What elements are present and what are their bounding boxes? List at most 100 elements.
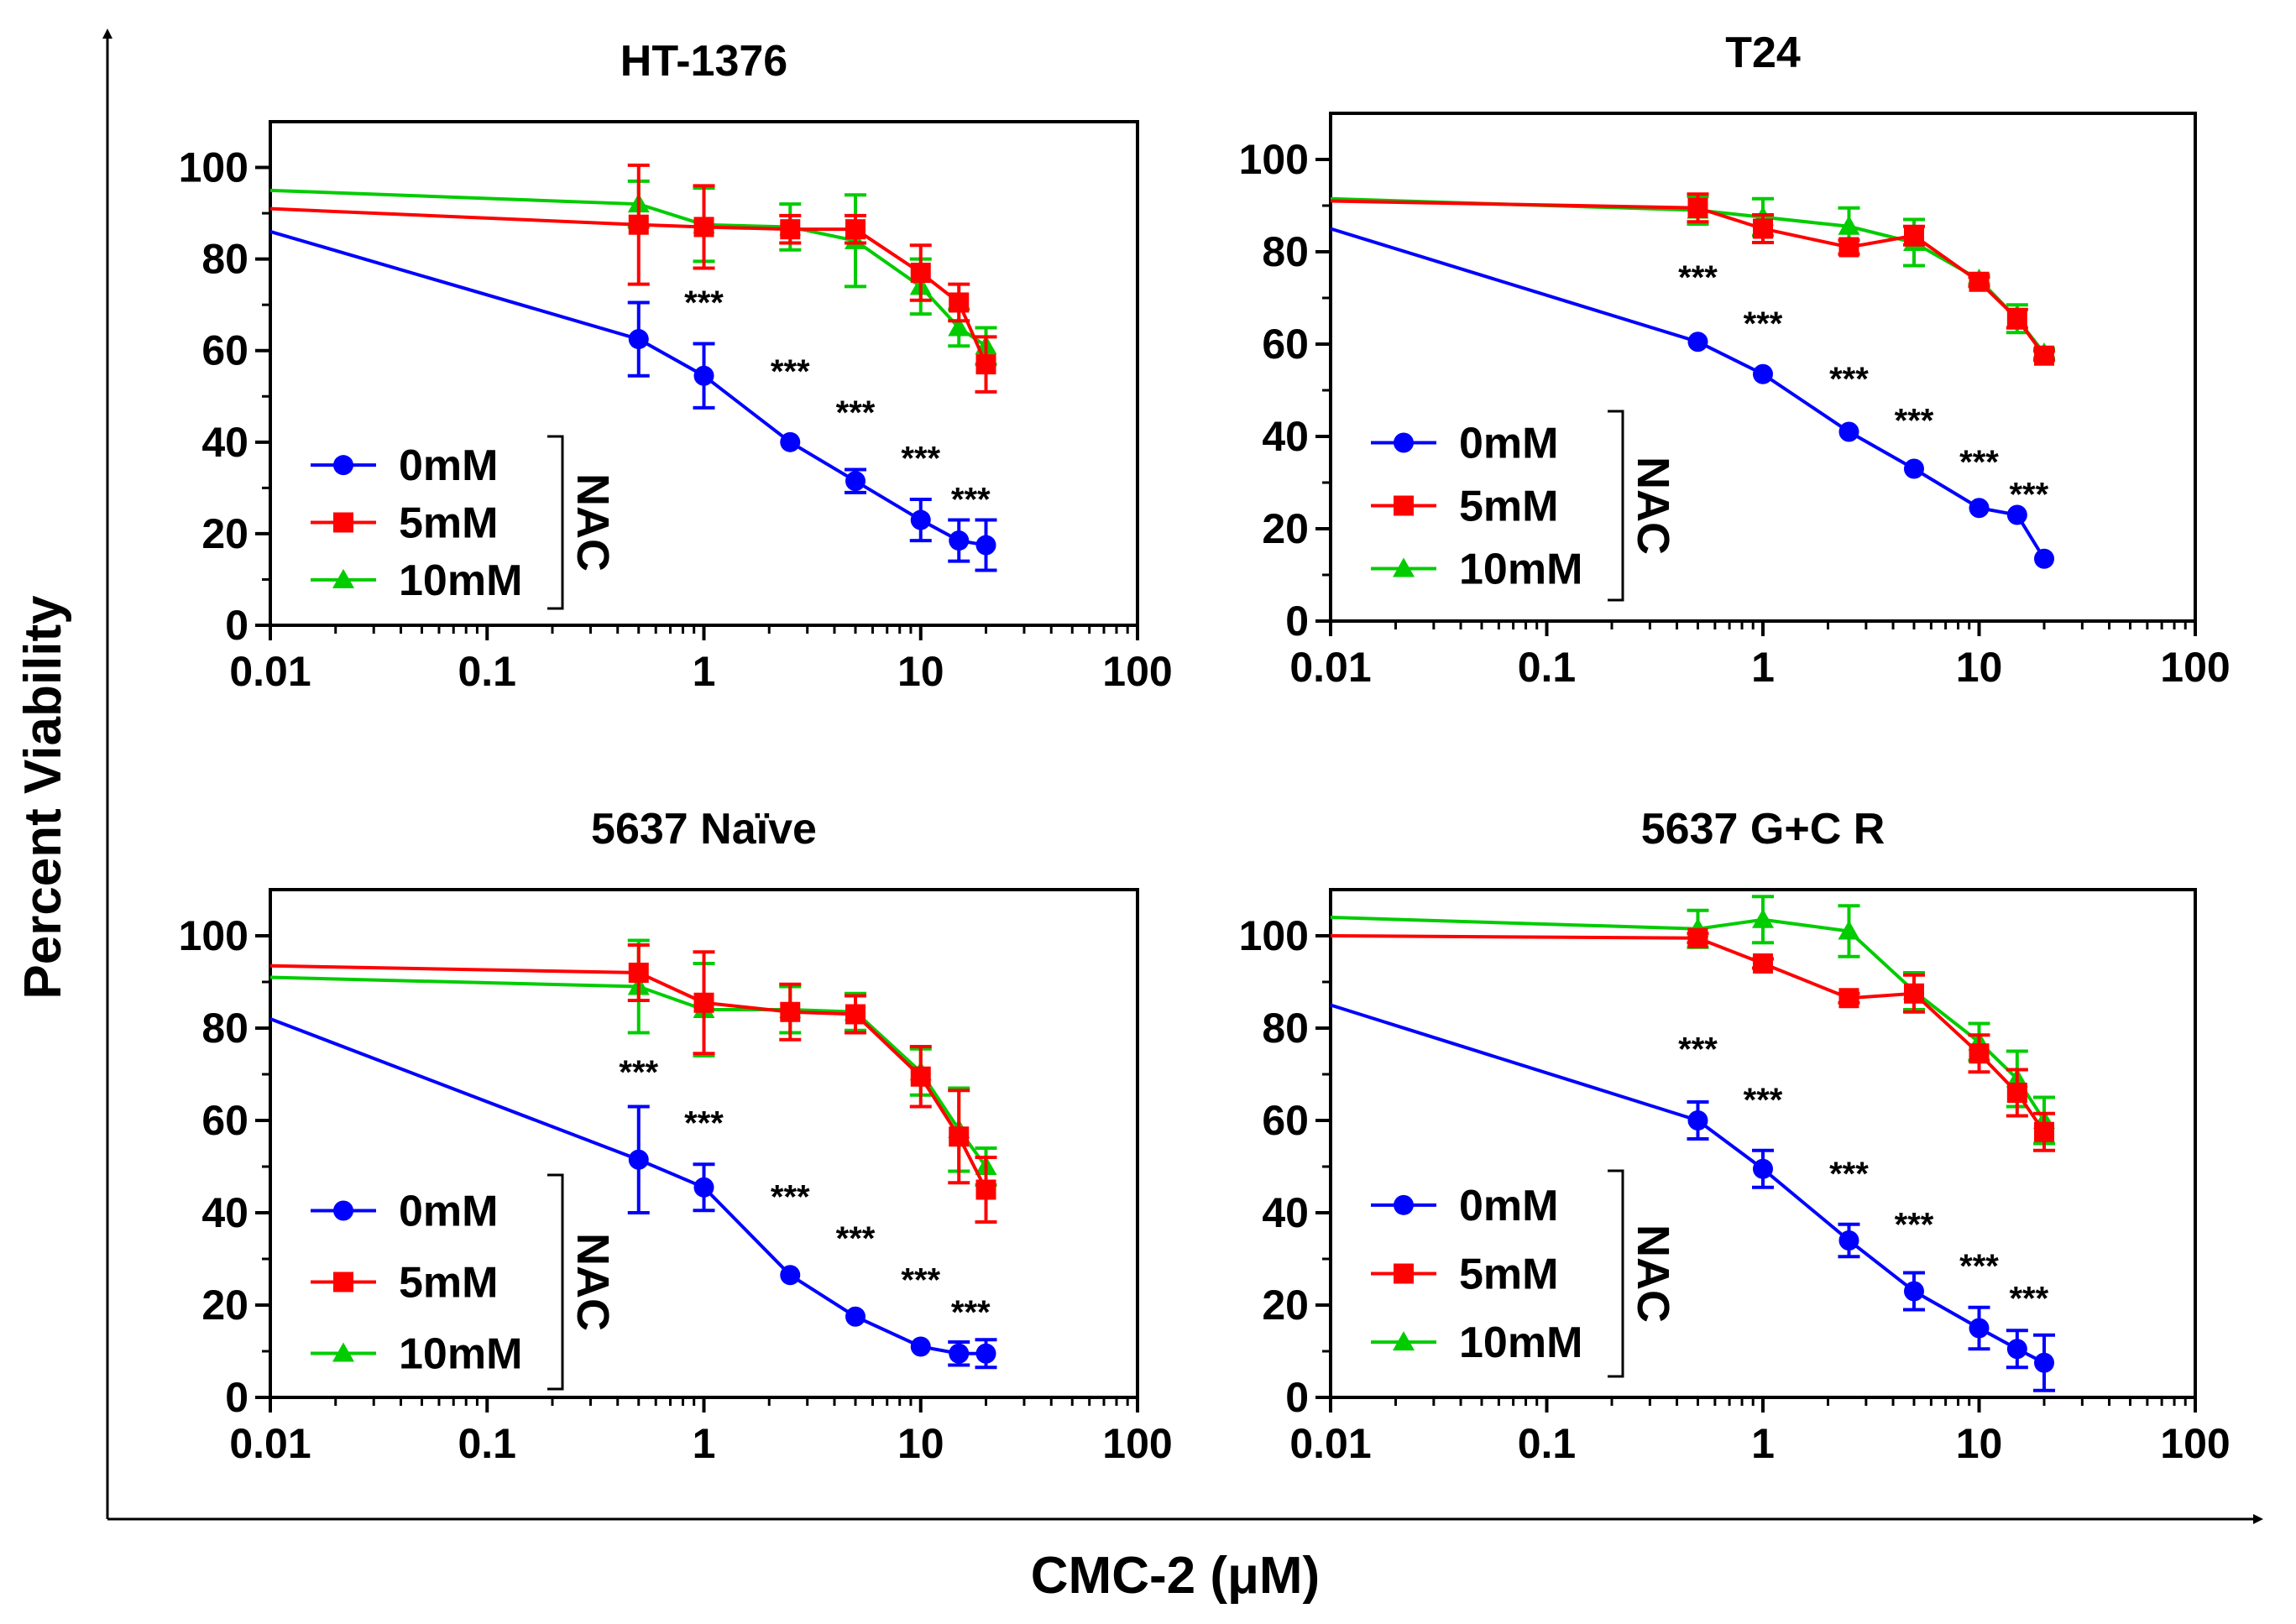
data-point <box>1838 237 1859 258</box>
y-tick-label: 80 <box>1262 1005 1309 1052</box>
y-tick-label: 20 <box>201 1282 248 1329</box>
data-point <box>628 963 649 983</box>
legend-bracket <box>547 435 564 610</box>
chart-title: T24 <box>1725 29 1801 77</box>
x-tick-label: 0.1 <box>1518 644 1577 691</box>
legend-label-0mM: 0mM <box>1459 1182 1558 1230</box>
data-point <box>1753 1158 1773 1179</box>
data-point <box>2006 504 2027 525</box>
data-point <box>628 214 649 235</box>
significance-label: *** <box>1744 305 1783 342</box>
x-tick-label: 100 <box>2160 644 2230 691</box>
data-point <box>1752 908 1774 928</box>
data-point <box>780 431 801 452</box>
significance-label: *** <box>2009 477 2048 514</box>
y-tick-label: 40 <box>1262 1189 1309 1236</box>
data-point <box>1838 920 1860 940</box>
data-point <box>693 992 714 1013</box>
legend-marker <box>333 512 353 533</box>
y-tick-label: 80 <box>201 236 248 283</box>
data-point <box>780 1265 801 1286</box>
x-tick-label: 0.1 <box>458 1420 516 1467</box>
legend-marker <box>1394 432 1414 453</box>
y-tick-label: 20 <box>1262 1282 1309 1329</box>
significance-label: *** <box>901 441 940 478</box>
y-tick-label: 20 <box>201 510 248 557</box>
data-point <box>1687 927 1708 948</box>
data-point <box>693 365 714 386</box>
x-tick-label: 10 <box>1956 644 2003 691</box>
significance-label: *** <box>836 1220 876 1257</box>
y-tick-label: 100 <box>179 144 248 191</box>
data-point <box>975 354 996 375</box>
data-point <box>693 1177 714 1198</box>
legend-marker <box>332 568 354 588</box>
y-tick-label: 0 <box>225 1374 248 1421</box>
data-point <box>1969 498 1990 519</box>
chart-panel-5637-naive: 5637 Naïve 0 20 40 60 80 100 0.01 0.1 1 10 100 *** **… <box>179 805 1173 1467</box>
significance-label: *** <box>1959 444 1999 481</box>
legend-label-5mM: 5mM <box>399 1259 498 1308</box>
legend-marker <box>333 1200 353 1221</box>
significance-label: *** <box>684 1105 724 1142</box>
data-point <box>1838 421 1859 442</box>
series-line-0mM <box>269 229 986 547</box>
y-tick-label: 40 <box>1262 413 1309 460</box>
data-point <box>1838 215 1860 235</box>
x-tick-label: 100 <box>2160 1420 2230 1467</box>
data-point <box>949 292 970 313</box>
data-point <box>1687 197 1708 218</box>
legend-label-10mM: 10mM <box>399 1330 522 1379</box>
data-point <box>628 1149 649 1170</box>
data-point <box>975 1179 996 1200</box>
y-tick-label: 60 <box>201 327 248 374</box>
x-tick-label: 0.01 <box>229 1420 311 1467</box>
legend-label-5mM: 5mM <box>1459 483 1558 531</box>
data-point <box>1969 1318 1990 1339</box>
y-tick-label: 60 <box>201 1097 248 1144</box>
data-point <box>1753 953 1773 974</box>
x-tick-label: 100 <box>1102 648 1172 695</box>
x-tick-label: 0.1 <box>1518 1420 1577 1467</box>
figure-x-label: CMC-2 (μM) <box>1031 1547 1320 1605</box>
legend-group-label: NAC <box>567 473 618 572</box>
data-point <box>1903 458 1924 479</box>
chart-title: HT-1376 <box>620 37 787 86</box>
legend-group-label: NAC <box>567 1233 618 1331</box>
chart-title: 5637 Naïve <box>591 805 817 854</box>
significance-label: *** <box>1895 403 1934 440</box>
chart-panel-5637-gcr: 5637 G+C R 0 20 40 60 80 100 0.01 0.1 1 10 100 *** **… <box>1239 805 2231 1467</box>
x-tick-label: 1 <box>1751 1420 1775 1467</box>
data-point <box>2006 1083 2027 1103</box>
significance-label: *** <box>2009 1281 2048 1318</box>
significance-label: *** <box>1895 1207 1934 1244</box>
chart-panel-ht1376: HT-1376 0 20 40 60 80 100 0.01 0.1 1 10 100 *** *** **… <box>179 37 1173 695</box>
legend-label-10mM: 10mM <box>1459 546 1582 594</box>
data-point <box>949 1126 970 1147</box>
legend-marker <box>333 455 353 476</box>
significance-label: *** <box>771 353 810 390</box>
legend-marker <box>1394 1263 1414 1284</box>
legend-bracket <box>1608 410 1624 602</box>
y-tick-label: 0 <box>1285 1374 1309 1421</box>
x-tick-label: 100 <box>1102 1420 1172 1467</box>
data-point <box>1903 225 1924 246</box>
data-point <box>1687 332 1708 352</box>
x-tick-label: 0.01 <box>229 648 311 695</box>
significance-label: *** <box>836 394 876 431</box>
data-point <box>949 530 970 551</box>
y-tick-label: 40 <box>201 419 248 466</box>
series-line-10mM <box>1330 916 2046 1122</box>
legend-group-label: NAC <box>1628 457 1678 555</box>
y-tick-label: 0 <box>225 602 248 649</box>
significance-label: *** <box>1829 361 1869 398</box>
y-tick-label: 20 <box>1262 505 1309 552</box>
significance-label: *** <box>619 1054 658 1091</box>
data-point <box>845 1004 866 1025</box>
x-tick-label: 0.1 <box>458 648 516 695</box>
legend-label-10mM: 10mM <box>1459 1319 1582 1367</box>
y-tick-label: 60 <box>1262 321 1309 368</box>
x-tick-label: 10 <box>897 1420 944 1467</box>
figure-y-label: Percent Viability <box>14 595 72 1000</box>
legend-marker <box>1393 557 1415 577</box>
